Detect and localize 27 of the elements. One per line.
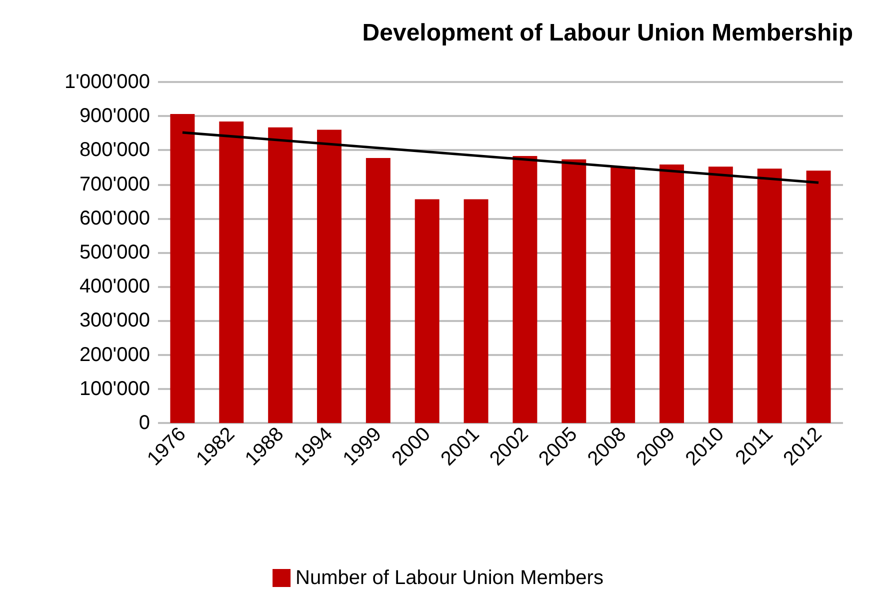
bar [757,168,782,423]
y-tick-label: 500'000 [79,242,150,264]
bar [219,122,244,423]
bar [414,199,440,423]
bar [610,166,636,423]
y-tick-label: 1'000'000 [64,71,150,93]
bar [366,158,390,423]
y-tick-label: 800'000 [79,139,150,162]
y-tick-label: 600'000 [79,207,150,230]
chart-title: Development of Labour Union Membership [362,20,854,46]
bar [268,127,293,423]
y-tick-label: 700'000 [79,173,150,196]
y-tick-label: 400'000 [79,276,150,298]
y-tick-label: 300'000 [79,310,150,332]
y-tick-label: 900'000 [79,105,150,128]
bar [806,170,831,423]
y-tick-label: 100'000 [79,378,150,400]
bar [317,130,342,423]
bar [464,199,488,423]
bar [512,156,538,423]
y-tick-label: 0 [138,412,150,434]
y-tick-label: 200'000 [79,344,150,366]
bar [708,166,733,423]
bar [170,114,195,423]
bar [562,159,586,423]
bar [660,164,684,423]
legend-label: Number of Labour Union Members [296,567,604,589]
